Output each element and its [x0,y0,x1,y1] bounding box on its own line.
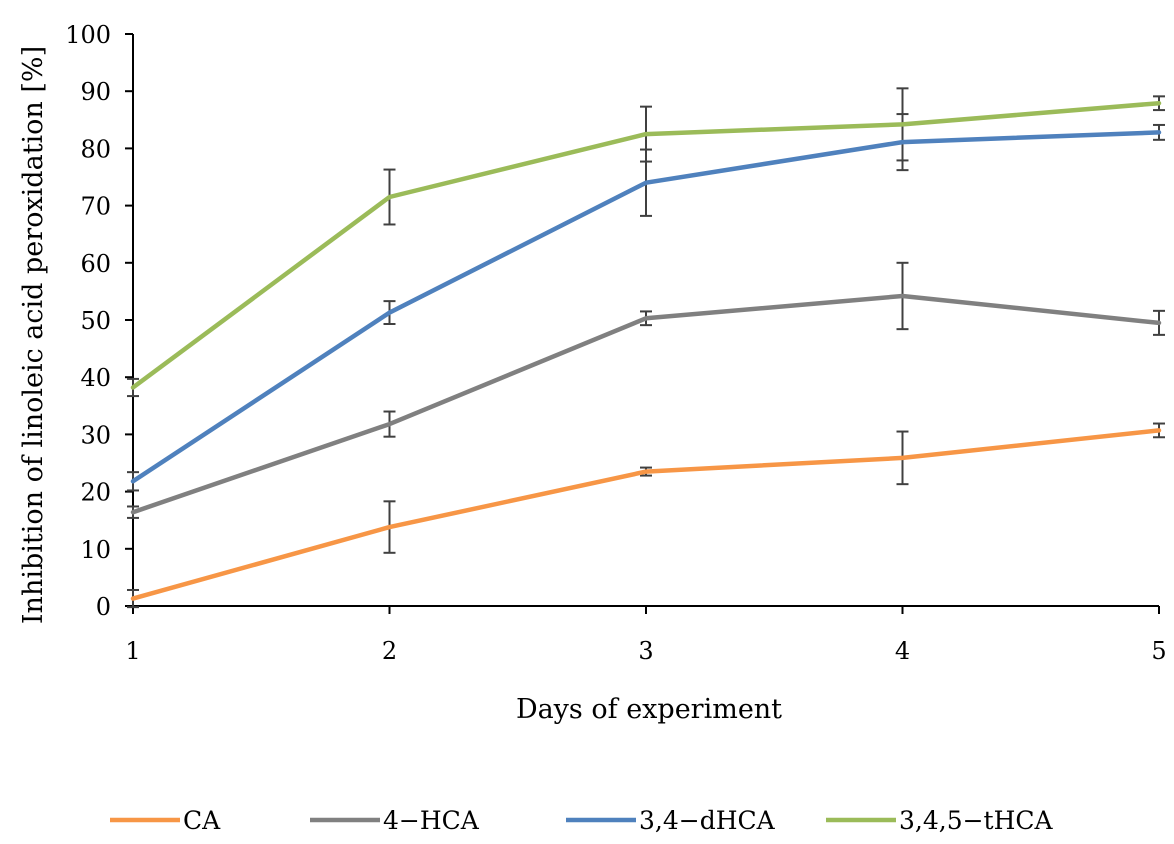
legend-label: CA [183,806,221,835]
x-tick-label: 4 [895,637,910,665]
series-line [130,428,1162,601]
y-tick-label: 80 [80,135,111,163]
series-line [130,100,1162,390]
y-tick-label: 20 [80,479,111,507]
x-tick-labels: 1 2 3 4 5 [125,637,1166,665]
y-tick-label: 50 [80,307,111,335]
x-axis-title: Days of experiment [516,694,782,725]
y-tick-label: 30 [80,421,111,449]
series-lines [130,100,1162,601]
y-tick-label: 70 [80,193,111,221]
legend: CA 4−HCA 3,4−dHCA 3,4,5−tHCA [110,806,1054,835]
y-tick-label: 10 [80,536,111,564]
y-axis-title: Inhibition of linoleic acid peroxidation… [18,46,49,624]
y-tick-label: 60 [80,250,111,278]
error-bars [127,87,1165,609]
x-tick-label: 3 [638,637,653,665]
x-tick-label: 1 [125,637,140,665]
axes [125,33,1160,614]
legend-label: 3,4−dHCA [639,806,776,835]
x-tick-label: 2 [382,637,397,665]
x-tick-label: 5 [1151,637,1166,665]
y-tick-label: 90 [80,78,111,106]
legend-label: 4−HCA [383,806,480,835]
y-tick-label: 0 [96,593,111,621]
legend-label: 3,4,5−tHCA [899,806,1054,835]
y-tick-labels: 0 10 20 30 40 50 60 70 80 90 100 [65,21,111,621]
series-line [130,293,1162,515]
series-line [130,130,1162,484]
y-tick-label: 40 [80,364,111,392]
y-tick-label: 100 [65,21,111,49]
